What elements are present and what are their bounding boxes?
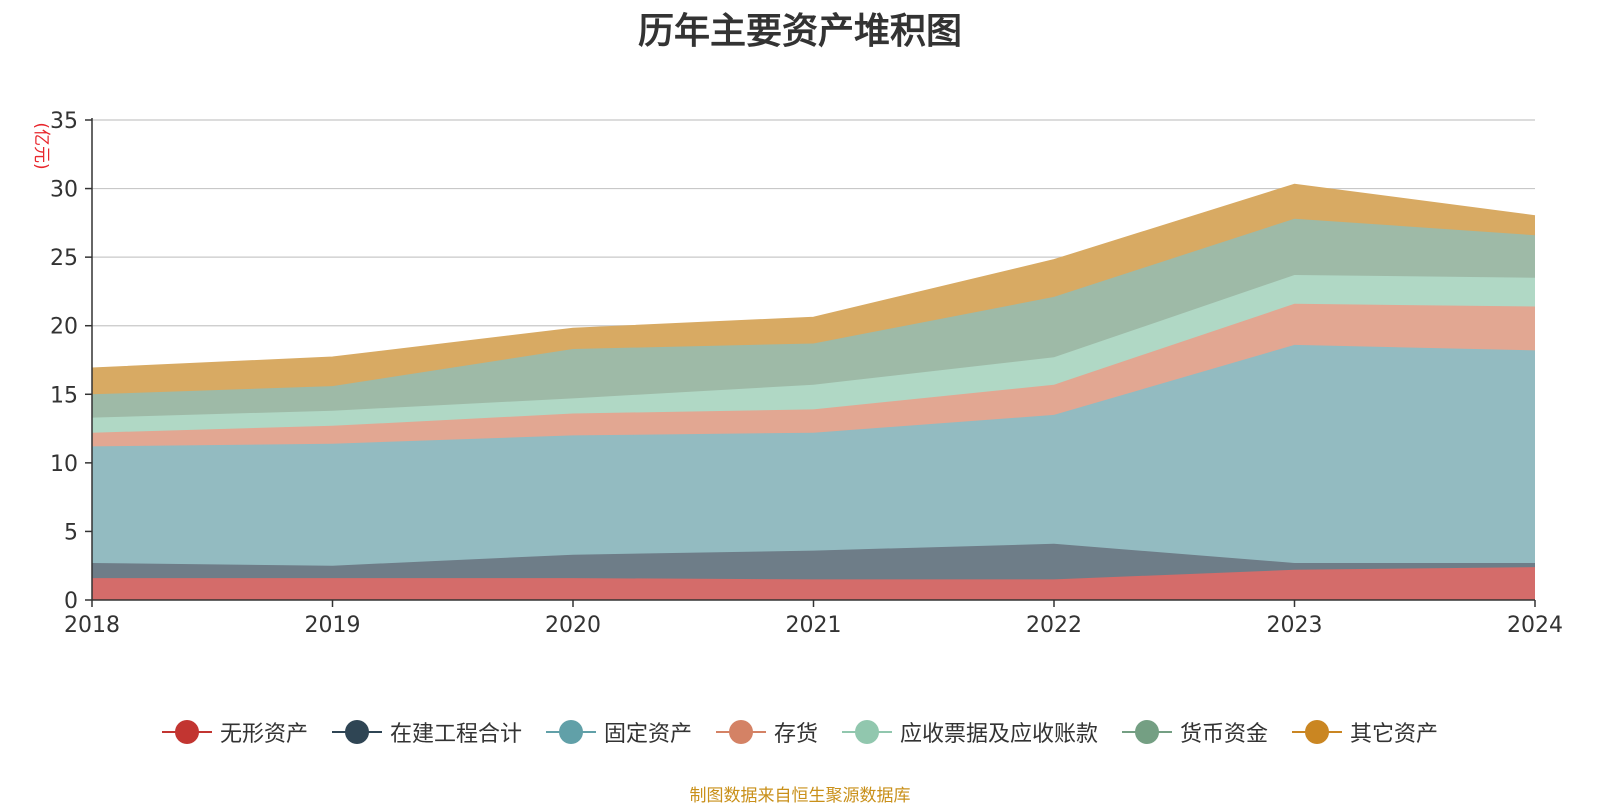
y-tick-label: 25 [50,246,78,271]
source-note: 制图数据来自恒生聚源数据库 [689,786,911,806]
legend-label: 货币资金 [1180,722,1269,747]
legend-marker-icon [1292,720,1343,744]
chart-title: 历年主要资产堆积图 [637,11,962,52]
legend-item-6[interactable]: 货币资金 [1122,716,1268,748]
area-series-4[interactable] [92,303,1535,447]
legend-label: 无形资产 [219,722,308,747]
x-tick-label: 2020 [545,613,601,638]
legend-label: 其它资产 [1350,722,1439,747]
legend-item-1[interactable]: 无形资产 [161,716,308,748]
area-series-2[interactable] [92,543,1535,580]
legend-marker-icon [842,720,892,744]
legend-marker-icon [545,720,596,744]
y-tick-label: 5 [64,520,78,545]
y-tick-label: 10 [50,452,78,477]
legend-item-3[interactable]: 固定资产 [545,716,692,748]
y-tick-label: 20 [50,315,78,340]
y-tick-label: 0 [64,589,78,614]
x-tick-label: 2019 [305,613,361,638]
y-tick-label: 15 [50,383,78,408]
legend-label: 应收票据及应收账款 [900,722,1099,747]
legend-label: 存货 [773,722,818,747]
stacked-areas [91,183,1536,600]
legend-marker-icon [331,720,382,744]
x-tick-label: 2018 [64,613,120,638]
legend: 无形资产 在建工程合计 固定资产 存货 应收票据及应收账款 货币资金 其它资产 [0,716,1600,748]
y-axis-unit-label: (亿元) [31,122,51,169]
x-tick-label: 2021 [786,613,842,638]
legend-marker-icon [1122,720,1173,744]
axes: 0 5 10 15 20 25 30 35 2018 2019 2020 2021 2022 2023 20… [50,109,1563,638]
area-series-5[interactable] [92,275,1535,433]
y-tick-label: 35 [50,109,78,134]
legend-item-4[interactable]: 存货 [715,716,818,748]
legend-item-2[interactable]: 在建工程合计 [331,716,522,748]
area-series-7[interactable] [92,184,1535,395]
legend-marker-icon [715,720,766,744]
area-series-3[interactable] [92,344,1535,566]
x-tick-label: 2022 [1026,613,1082,638]
legend-label: 在建工程合计 [389,722,522,747]
legend-label: 固定资产 [603,722,692,747]
area-series-line-7 [91,183,1536,369]
y-tick-label: 30 [50,178,78,203]
x-tick-label: 2023 [1267,613,1323,638]
legend-item-5[interactable]: 应收票据及应收账款 [842,716,1098,748]
x-tick-label: 2024 [1507,613,1563,638]
legend-marker-icon [161,720,212,744]
legend-item-7[interactable]: 其它资产 [1292,716,1438,748]
